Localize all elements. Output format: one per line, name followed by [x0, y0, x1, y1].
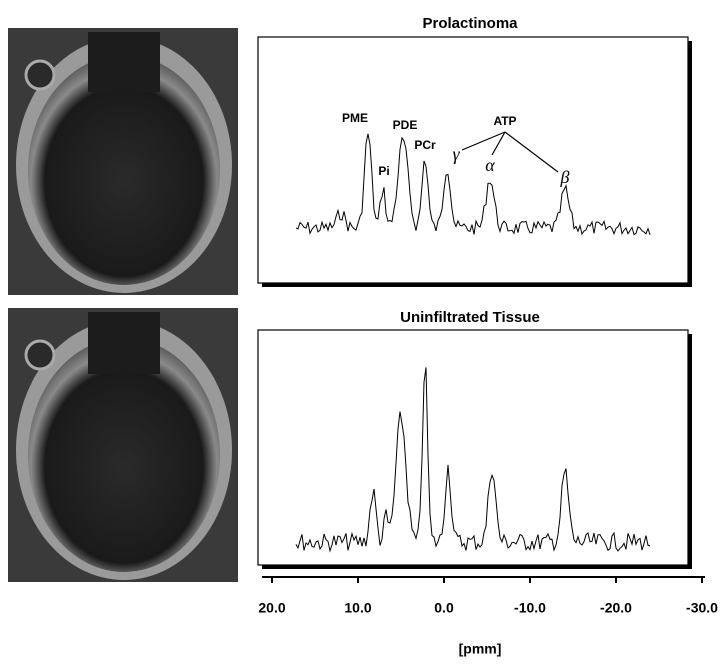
peak-label: PDE [393, 118, 418, 132]
x-tick-label: -30.0 [686, 600, 718, 616]
spectrum-line [295, 367, 651, 553]
x-axis: 20.0 10.0 0.0 -10.0 -20.0 -30.0 [258, 576, 718, 616]
panel-title: Prolactinoma [422, 15, 518, 32]
peak-label: PME [342, 111, 368, 125]
peak-label: PCr [414, 138, 436, 152]
panel-frame [257, 329, 689, 566]
x-tick-label: 20.0 [258, 600, 285, 616]
x-tick-label: -10.0 [514, 600, 546, 616]
panel-frame [257, 36, 689, 284]
mri-image [8, 308, 238, 582]
x-tick-label: 0.0 [434, 600, 454, 616]
panel-title: Uninfiltrated Tissue [400, 309, 540, 326]
x-tick-label: 10.0 [344, 600, 371, 616]
annotation-lines [461, 131, 559, 173]
peak-label: β [560, 167, 570, 187]
peak-label: α [485, 155, 495, 175]
spectrum-line [295, 133, 651, 236]
peak-label: Pi [378, 164, 389, 178]
x-tick-label: -20.0 [600, 600, 632, 616]
peak-label: ATP [493, 114, 516, 128]
mri-image [8, 28, 238, 295]
peak-label: γ [452, 144, 460, 164]
x-axis-label: [pmm] [459, 641, 502, 657]
